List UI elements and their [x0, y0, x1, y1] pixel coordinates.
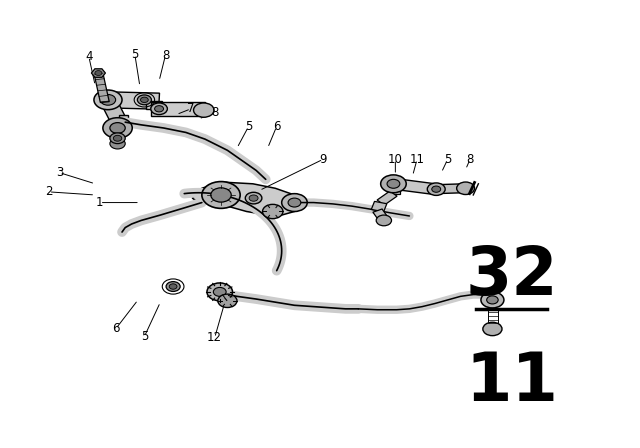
Circle shape	[100, 95, 116, 105]
Circle shape	[376, 215, 392, 226]
Polygon shape	[377, 191, 397, 205]
Circle shape	[245, 192, 262, 204]
Text: 8: 8	[162, 49, 169, 62]
Circle shape	[166, 282, 180, 292]
Circle shape	[428, 183, 445, 195]
Circle shape	[213, 288, 226, 296]
Text: 9: 9	[319, 153, 327, 166]
Polygon shape	[100, 98, 127, 123]
Polygon shape	[387, 184, 400, 194]
Circle shape	[110, 123, 125, 134]
Circle shape	[141, 97, 148, 103]
Text: 32: 32	[465, 243, 558, 309]
Circle shape	[103, 118, 132, 138]
Polygon shape	[119, 116, 129, 127]
Circle shape	[218, 294, 237, 307]
Text: 5: 5	[141, 330, 148, 343]
Circle shape	[262, 204, 283, 219]
Text: 6: 6	[112, 323, 120, 336]
Circle shape	[193, 103, 214, 117]
Text: 7: 7	[188, 102, 195, 115]
Polygon shape	[147, 101, 162, 109]
Circle shape	[432, 186, 441, 192]
Polygon shape	[371, 201, 387, 212]
Polygon shape	[94, 73, 109, 103]
Text: 6: 6	[273, 120, 280, 133]
Circle shape	[151, 103, 168, 115]
Circle shape	[95, 71, 102, 76]
Circle shape	[113, 135, 122, 141]
Circle shape	[288, 198, 301, 207]
Text: 4: 4	[85, 50, 93, 63]
Polygon shape	[392, 179, 436, 194]
Text: 12: 12	[207, 332, 222, 345]
Circle shape	[155, 106, 164, 112]
Circle shape	[381, 175, 406, 193]
Text: 11: 11	[410, 153, 424, 166]
Polygon shape	[436, 184, 464, 194]
Text: 10: 10	[388, 153, 403, 166]
Polygon shape	[151, 102, 205, 116]
Circle shape	[483, 322, 502, 336]
Text: 5: 5	[444, 153, 451, 166]
Circle shape	[207, 283, 232, 301]
Circle shape	[249, 195, 258, 201]
Text: 1: 1	[96, 196, 104, 209]
Text: 8: 8	[467, 153, 474, 166]
Circle shape	[387, 179, 400, 188]
Polygon shape	[373, 209, 388, 221]
Polygon shape	[108, 92, 159, 109]
Text: 3: 3	[56, 166, 63, 179]
Circle shape	[486, 296, 498, 304]
Polygon shape	[192, 182, 304, 215]
Circle shape	[481, 292, 504, 308]
Text: 5: 5	[131, 48, 138, 61]
Polygon shape	[92, 69, 106, 78]
Text: 5: 5	[244, 120, 252, 133]
Text: 8: 8	[211, 106, 218, 119]
Circle shape	[94, 90, 122, 110]
Circle shape	[169, 284, 177, 289]
Circle shape	[138, 95, 152, 105]
Circle shape	[282, 194, 307, 211]
Circle shape	[211, 188, 231, 202]
Text: 11: 11	[465, 349, 558, 415]
Text: 2: 2	[45, 185, 52, 198]
Circle shape	[457, 182, 474, 194]
Circle shape	[110, 133, 125, 144]
Circle shape	[110, 138, 125, 149]
Circle shape	[202, 181, 240, 208]
